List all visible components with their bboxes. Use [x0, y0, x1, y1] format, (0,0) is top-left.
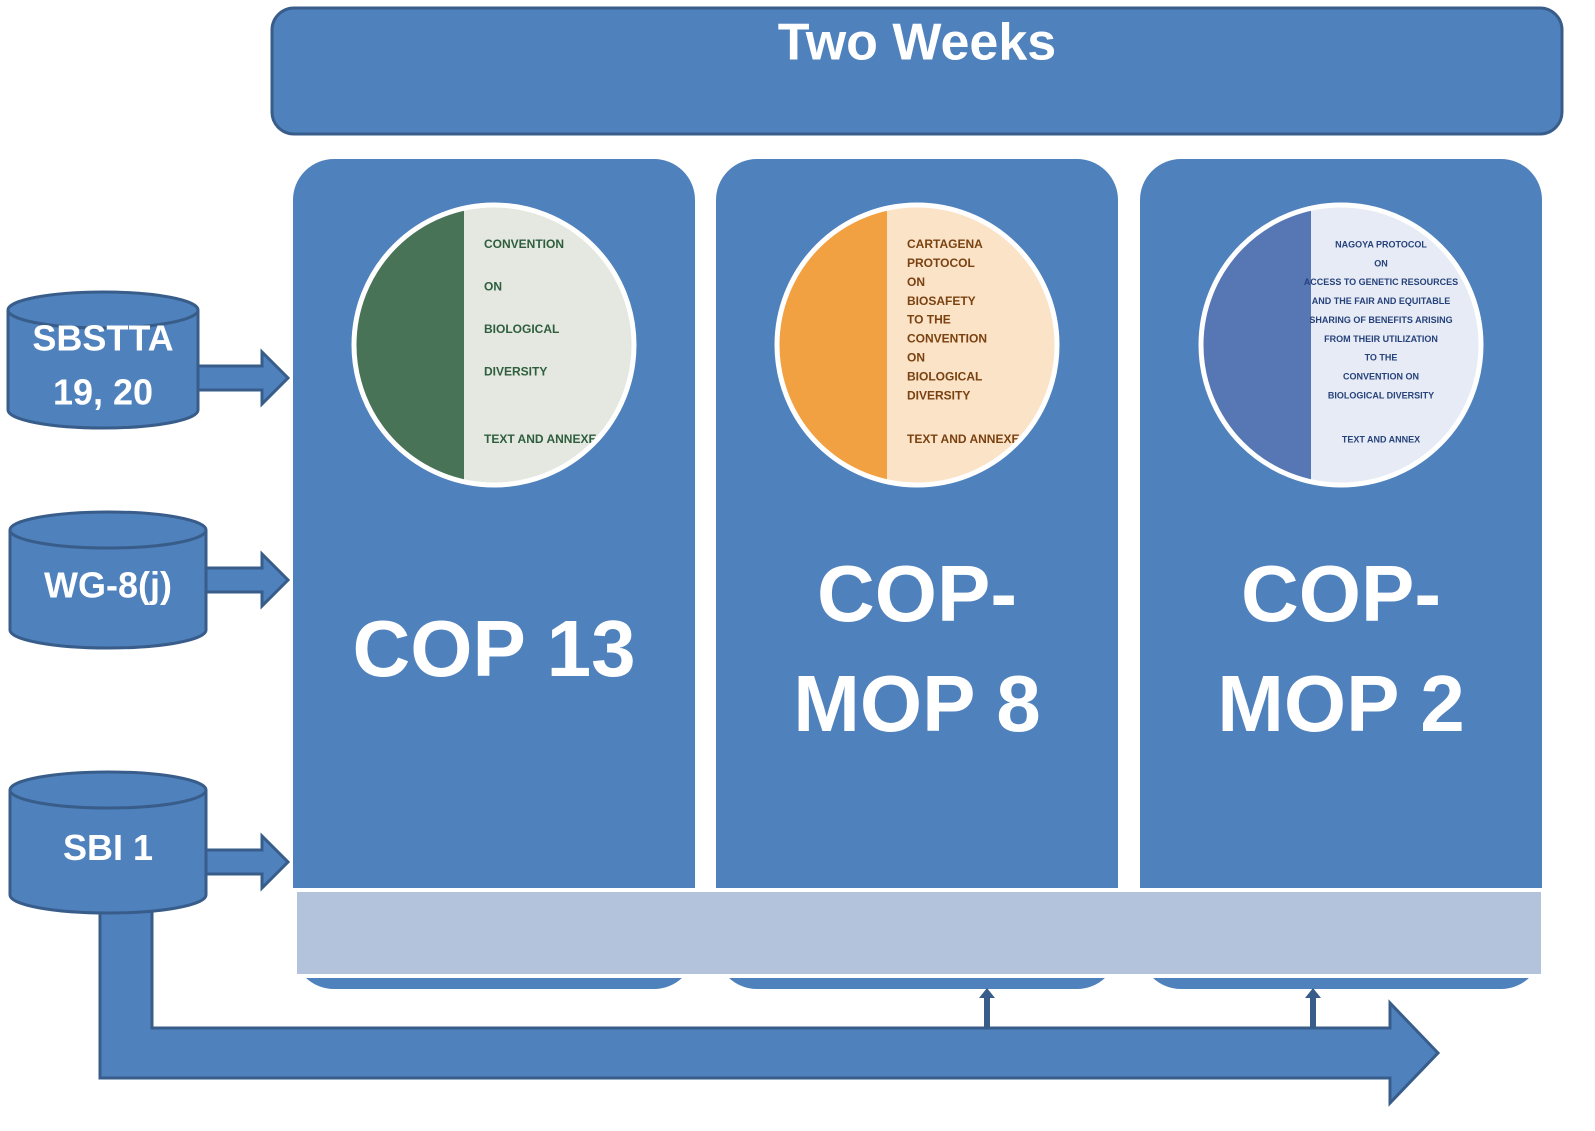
column-title: MOP 8 — [793, 659, 1041, 748]
cover-text: CONVENTION — [907, 332, 987, 346]
cover-text: DIVERSITY — [484, 365, 547, 379]
cover-text: NAGOYA PROTOCOL — [1335, 239, 1427, 249]
cover-text: BIOSAFETY — [907, 294, 976, 308]
input-arrow — [194, 352, 288, 404]
meeting-label: SBSTTA — [32, 318, 173, 359]
cover-text: FROM THEIR UTILIZATION — [1324, 334, 1438, 344]
input-arrow — [202, 554, 288, 606]
column-title: MOP 2 — [1217, 659, 1465, 748]
page: { "header": {"title": "Two Weeks"}, "mee… — [0, 0, 1595, 1131]
cover-text: TEXT AND ANNEXES — [484, 432, 604, 446]
meeting-label: WG-8(j) — [44, 565, 172, 606]
column-title: COP- — [1241, 549, 1441, 638]
cover-text: CARTAGENA — [907, 237, 983, 251]
cover-text: BIOLOGICAL — [484, 322, 559, 336]
cover-text: TEXT AND ANNEXES — [907, 432, 1027, 446]
cover-text: ON — [907, 275, 925, 289]
cylinder-top — [10, 772, 206, 808]
cover-text: BIOLOGICAL DIVERSITY — [1328, 390, 1434, 400]
bottom-bar — [295, 890, 1543, 976]
up-arrow — [979, 988, 995, 1028]
cover-text: AND THE FAIR AND EQUITABLE — [1312, 296, 1451, 306]
input-arrow — [202, 836, 288, 888]
cover-text: TO THE — [1365, 353, 1398, 363]
column-title: COP- — [817, 549, 1017, 638]
cover-text: CONVENTION — [484, 237, 564, 251]
header-title: Two Weeks — [778, 14, 1056, 72]
cover-text: TEXT AND ANNEX — [1342, 434, 1420, 444]
cover-text: ACCESS TO GENETIC RESOURCES — [1304, 277, 1458, 287]
cover-text: DIVERSITY — [907, 388, 970, 402]
meeting-label: SBI 1 — [63, 827, 153, 868]
cover-text: ON — [1374, 258, 1388, 268]
diagram: Two Weeks CONVENTION ON BIOLOGICAL DIVERSIT… — [0, 0, 1595, 1131]
up-arrow — [1305, 988, 1321, 1028]
cover-text: SHARING OF BENEFITS ARISING — [1309, 315, 1452, 325]
cover-text: ON — [484, 280, 502, 294]
cover-text: PROTOCOL — [907, 256, 975, 270]
cylinder-top — [10, 512, 206, 548]
cover-text: CONVENTION ON — [1343, 372, 1419, 382]
column-title: COP 13 — [352, 604, 635, 693]
cover-text: TO THE — [907, 313, 951, 327]
cover-text: BIOLOGICAL — [907, 369, 982, 383]
cover-text: ON — [907, 351, 925, 365]
meeting-label: 19, 20 — [53, 372, 153, 413]
